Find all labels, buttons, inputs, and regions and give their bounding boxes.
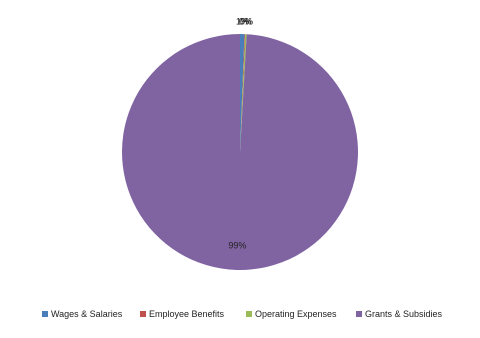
pie-slice — [240, 34, 246, 152]
data-label: 1% — [236, 16, 249, 26]
legend-swatch — [356, 311, 362, 317]
legend-swatch — [246, 311, 252, 317]
legend-label: Operating Expenses — [255, 309, 337, 319]
legend-swatch — [140, 311, 146, 317]
legend-swatch — [42, 311, 48, 317]
legend-label: Employee Benefits — [149, 309, 225, 319]
data-label: 0% — [240, 17, 253, 27]
data-label: 0% — [239, 16, 252, 26]
legend-label: Wages & Salaries — [51, 309, 123, 319]
pie-slice — [122, 34, 358, 270]
pie-slice — [240, 34, 247, 152]
pie-slice — [240, 34, 245, 152]
legend-label: Grants & Subsidies — [365, 309, 443, 319]
data-label: 99% — [228, 241, 246, 251]
